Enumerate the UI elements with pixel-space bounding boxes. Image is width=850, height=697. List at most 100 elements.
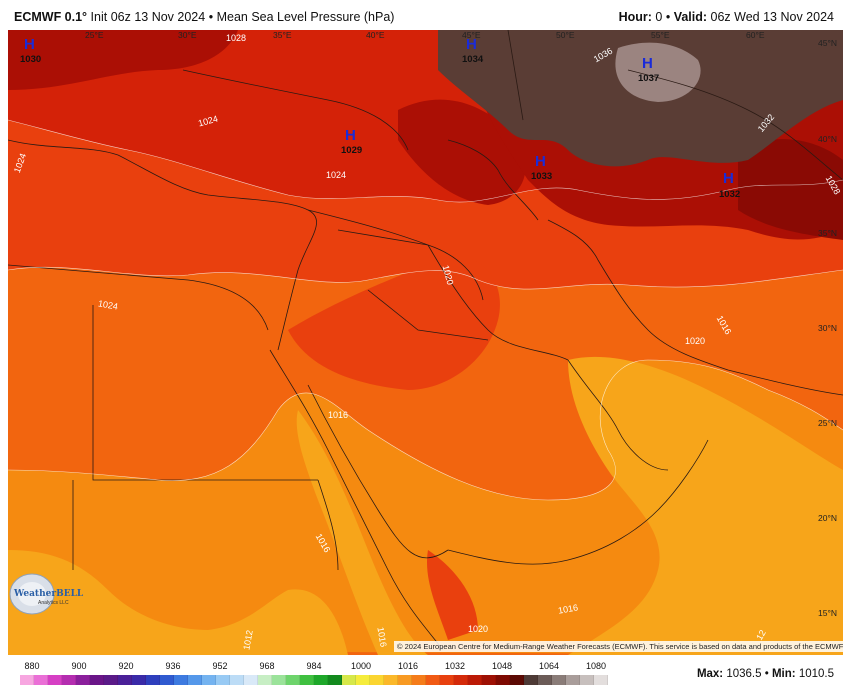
band-yemen (427, 550, 478, 640)
min-label: Min: (771, 668, 796, 680)
colorbar-swatch (48, 675, 62, 685)
colorbar-swatch (244, 675, 258, 685)
colorbar-swatch (566, 675, 580, 685)
band-1012-redsea (296, 410, 428, 655)
colorbar-swatch (90, 675, 104, 685)
lat-label: 25°N (818, 418, 837, 428)
hour-value: 0 (655, 10, 663, 24)
lon-label: 40°E (366, 30, 385, 40)
colorbar-tick-label: 880 (24, 661, 40, 671)
lat-label: 40°N (818, 134, 837, 144)
colorbar-tick-label: 984 (306, 661, 322, 671)
colorbar-swatch (412, 675, 426, 685)
high-pressure-symbol: H (345, 127, 356, 144)
coastlines (8, 30, 843, 651)
colorbar-swatch (426, 675, 440, 685)
lon-label: 60°E (746, 30, 765, 40)
isobars (8, 119, 843, 501)
colorbar-swatch (62, 675, 76, 685)
colorbar-swatch (356, 675, 370, 685)
colorbar-swatch (230, 675, 244, 685)
colorbar-swatch (104, 675, 118, 685)
hour-label: Hour: (618, 10, 652, 24)
band-1024-iraq (288, 256, 500, 390)
map-title: ECMWF 0.1° Init 06z 13 Nov 2024 • Mean S… (14, 10, 394, 24)
colorbar-swatch (34, 675, 48, 685)
isobar-label: 1020 (685, 336, 706, 346)
title-separator: • (208, 10, 214, 24)
colorbar-swatch (496, 675, 510, 685)
lat-label: 20°N (818, 513, 837, 523)
colorbar-swatch (272, 675, 286, 685)
logo-subtext: Analytics LLC (38, 600, 69, 606)
colorbar-swatch (174, 675, 188, 685)
map-canvas (8, 30, 843, 655)
high-pressure-value: 1037 (638, 73, 660, 84)
colorbar-tick-label: 900 (71, 661, 87, 671)
weatherbell-logo (9, 573, 55, 615)
lon-label: 30°E (178, 30, 197, 40)
band-1040 (615, 42, 701, 102)
valid-separator: • (665, 10, 671, 24)
high-pressure-symbol: H (466, 36, 477, 53)
lon-label: 45°E (462, 30, 481, 40)
colorbar-swatch (384, 675, 398, 685)
pressure-map[interactable]: 25°E 30°E 35°E 40°E 45°E 50°E 55°E 60°E … (8, 30, 843, 655)
colorbar-swatch (398, 675, 412, 685)
isobar-label: 1020 (468, 624, 489, 634)
min-value: 1010.5 (798, 668, 834, 680)
colorbar-swatch (482, 675, 496, 685)
lat-label: 15°N (818, 608, 837, 618)
lat-label: 30°N (818, 323, 837, 333)
high-pressure-value: 1034 (462, 54, 484, 65)
colorbar-swatch (188, 675, 202, 685)
colorbar-swatch (454, 675, 468, 685)
field-name: Mean Sea Level Pressure (hPa) (216, 10, 395, 24)
logo-text: WeatherBELL (14, 589, 84, 599)
high-pressure-symbol: H (24, 36, 35, 53)
colorbar-tick-label: 936 (165, 661, 181, 671)
colorbar-swatch (202, 675, 216, 685)
stats-separator: • (764, 668, 769, 680)
colorbar-swatch (286, 675, 300, 685)
colorbar-swatch (370, 675, 384, 685)
colorbar-swatch (594, 675, 608, 685)
band-1032-caucasus (398, 99, 526, 205)
high-pressure-symbol: H (723, 170, 734, 187)
colorbar-swatch (468, 675, 482, 685)
colorbar-swatch (440, 675, 454, 685)
lon-label: 25°E (85, 30, 104, 40)
colorbar-swatch (118, 675, 132, 685)
colorbar-tick-label: 952 (212, 661, 228, 671)
colorbar-swatch (510, 675, 524, 685)
colorbar-tick-label: 1000 (350, 661, 372, 671)
band-1012-sw (8, 550, 348, 655)
colorbar-tick-label: 1080 (585, 661, 607, 671)
lon-label: 35°E (273, 30, 292, 40)
colorbar-swatch (342, 675, 356, 685)
high-pressure-value: 1030 (20, 54, 42, 65)
max-min-stats: Max: 1036.5 • Min: 1010.5 (697, 668, 834, 680)
lat-label: 45°N (818, 38, 837, 48)
valid-time: Hour: 0 • Valid: 06z Wed 13 Nov 2024 (619, 10, 834, 24)
colorbar-legend: 880 900 920 936 952 968 984 1000 1016 1032 1048 106… (20, 660, 608, 696)
colorbar-swatch (146, 675, 160, 685)
colorbar-swatch (258, 675, 272, 685)
lon-label: 50°E (556, 30, 575, 40)
colorbar-swatch (314, 675, 328, 685)
isobar-label: 1028 (226, 33, 247, 43)
band-1032-core (738, 139, 843, 240)
band-1012-arabia (568, 356, 843, 655)
lon-label: 55°E (651, 30, 670, 40)
max-value: 1036.5 (726, 668, 762, 680)
colorbar-tick-label: 1064 (538, 661, 560, 671)
colorbar-ticks: 880 900 920 936 952 968 984 1000 1016 1032 1048 106… (20, 660, 608, 674)
valid-value: 06z Wed 13 Nov 2024 (710, 10, 834, 24)
colorbar-swatch (328, 675, 342, 685)
colorbar-tick-label: 920 (118, 661, 134, 671)
header-bar: ECMWF 0.1° Init 06z 13 Nov 2024 • Mean S… (0, 0, 850, 30)
colorbar-swatch (580, 675, 594, 685)
init-time: Init 06z 13 Nov 2024 (90, 10, 206, 24)
colorbar-swatch (538, 675, 552, 685)
valid-label: Valid: (673, 10, 708, 24)
